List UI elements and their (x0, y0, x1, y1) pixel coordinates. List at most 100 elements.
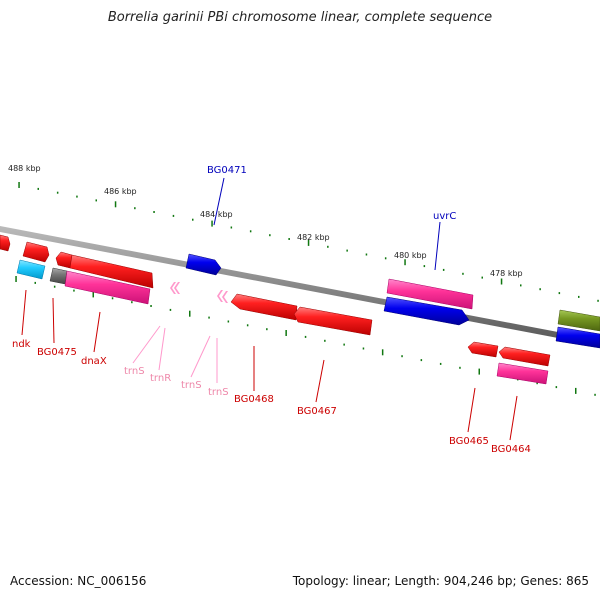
scale-dot (111, 297, 114, 300)
gene-feature[interactable] (557, 309, 600, 332)
gene-feature-dnax[interactable] (64, 270, 151, 305)
scale-major-tick (404, 259, 406, 266)
scale-major-tick (189, 310, 191, 317)
gene-feature-uvrc-cog[interactable] (386, 278, 474, 310)
gene-label-dnax[interactable]: dnaX (81, 356, 107, 367)
scale-dot (208, 316, 210, 319)
scale-dot (555, 386, 558, 389)
scale-major-tick (285, 330, 287, 336)
scale-dot (153, 211, 155, 213)
scale-dots-lower (15, 276, 596, 396)
leader-line-bg0464 (509, 395, 518, 441)
scale-dot (324, 339, 326, 342)
scale-dot (169, 308, 172, 311)
gene-feature-bg0467[interactable] (293, 306, 373, 336)
scale-major-tick (15, 276, 17, 282)
gene-feature-ndk[interactable] (16, 259, 46, 280)
leader-line-bg0471 (213, 177, 225, 226)
scale-dot (597, 299, 599, 302)
gene-feature[interactable] (55, 251, 73, 269)
leader-line-bg0475 (52, 297, 55, 344)
scale-major-tick (18, 182, 20, 188)
gene-label-bg0464[interactable]: BG0464 (491, 444, 531, 455)
scale-dot (246, 324, 249, 327)
accession-text: Accession: NC_006156 (10, 574, 147, 588)
scale-dot (37, 187, 39, 190)
scale-major-tick (114, 201, 117, 208)
gene-label-uvrc[interactable]: uvrC (433, 211, 456, 222)
leader-line-bg0467 (315, 359, 325, 403)
scale-dot (365, 253, 368, 256)
gene-feature-bg0464-cog[interactable] (496, 362, 549, 385)
gene-feature-uvrc[interactable] (383, 296, 470, 326)
scale-label-482: 482 kbp (297, 233, 330, 242)
scale-dot (192, 218, 194, 221)
scale-dot (131, 301, 133, 304)
trna-feature[interactable] (217, 290, 223, 302)
leader-line-ndk (21, 289, 27, 336)
scale-label-488: 488 kbp (8, 164, 41, 173)
scale-dot (594, 393, 596, 396)
scale-dot (442, 268, 445, 271)
scale-major-tick (575, 387, 577, 394)
scale-dot (304, 335, 307, 338)
gene-label-ndk[interactable]: ndk (12, 339, 31, 350)
scale-dot (150, 305, 152, 307)
trna-feature[interactable] (174, 282, 180, 294)
scale-major-tick (478, 368, 480, 375)
gene-feature-bg0468[interactable] (230, 293, 298, 321)
scale-dot (420, 359, 423, 362)
scale-dot (172, 214, 175, 217)
scale-dot (462, 272, 464, 275)
gene-feature[interactable] (555, 326, 600, 349)
gene-label-trns-2[interactable]: trnS (181, 380, 202, 391)
leader-line-trns-2 (190, 335, 211, 378)
scale-dot (288, 238, 290, 240)
scale-dot (536, 382, 538, 385)
gene-label-trnr[interactable]: trnR (150, 373, 171, 384)
scale-dot (327, 245, 329, 248)
gene-label-trns-3[interactable]: trnS (208, 387, 229, 398)
scale-dot (249, 230, 252, 233)
scale-dot (230, 226, 233, 229)
gene-feature-bg0471[interactable] (185, 253, 222, 276)
leader-line-uvrc (434, 221, 441, 271)
scale-dot (384, 257, 387, 260)
scale-dot (53, 285, 56, 288)
gene-feature[interactable] (0, 234, 11, 252)
scale-dot (227, 320, 230, 323)
scale-dots-upper (18, 182, 599, 302)
gene-feature[interactable] (22, 241, 50, 263)
scale-dot (558, 292, 561, 295)
scale-dot (401, 355, 403, 358)
trna-feature[interactable] (170, 282, 176, 294)
leader-line-bg0465 (467, 387, 476, 433)
gene-label-bg0468[interactable]: BG0468 (234, 394, 274, 405)
trna-feature[interactable] (222, 291, 228, 303)
scale-dot (266, 328, 268, 331)
scale-major-tick (307, 239, 310, 246)
scale-dot (578, 295, 580, 298)
gene-label-bg0467[interactable]: BG0467 (297, 406, 337, 417)
gene-label-bg0471[interactable]: BG0471 (207, 165, 247, 176)
leader-line-dnax (93, 311, 101, 353)
scale-major-tick (381, 349, 384, 356)
scale-dot (520, 284, 522, 287)
scale-label-478: 478 kbp (490, 269, 523, 278)
gene-label-bg0475[interactable]: BG0475 (37, 347, 77, 358)
map-title: Borrelia garinii PBi chromosome linear, … (107, 10, 493, 25)
gene-label-bg0465[interactable]: BG0465 (449, 436, 489, 447)
scale-label-480: 480 kbp (394, 251, 427, 260)
scale-major-tick (92, 291, 94, 298)
scale-dot (76, 195, 78, 198)
gene-feature-bg0465[interactable] (467, 341, 499, 358)
scale-major-tick (211, 220, 213, 227)
gene-feature-bg0464[interactable] (498, 346, 551, 367)
gene-label-trns-1[interactable]: trnS (124, 366, 145, 377)
gene-feature-bg0475[interactable] (49, 267, 68, 285)
scale-dot (95, 199, 97, 202)
scale-dot (56, 191, 59, 194)
gene-feature[interactable] (69, 254, 154, 289)
scale-dot (439, 362, 442, 365)
